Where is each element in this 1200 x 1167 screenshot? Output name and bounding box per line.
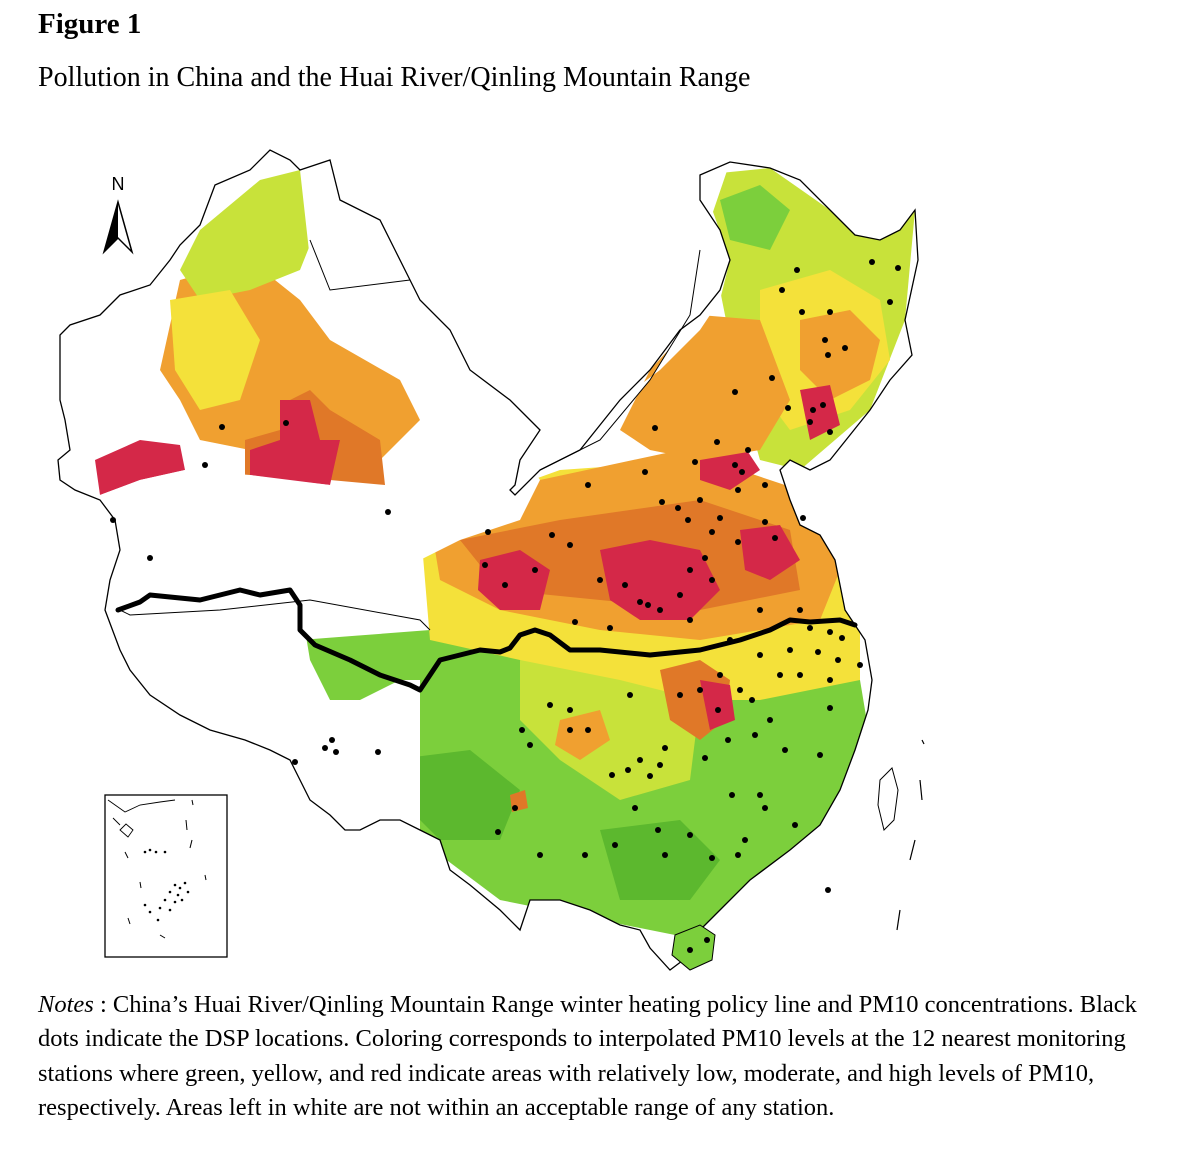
hainan-island xyxy=(671,924,716,971)
map-area: N xyxy=(0,140,1200,980)
figure-label: Figure 1 xyxy=(38,8,142,40)
figure-title: Pollution in China and the Huai River/Qi… xyxy=(38,62,751,93)
china-map: N xyxy=(57,149,925,971)
huai-river-qinling-line xyxy=(115,587,858,693)
figure-notes: Notes : China’s Huai River/Qinling Mount… xyxy=(38,988,1158,1125)
china-border xyxy=(57,149,919,971)
taiwan-outline xyxy=(877,767,899,831)
dsp-locations xyxy=(110,259,901,953)
sea-border-marks xyxy=(896,739,925,931)
north-label: N xyxy=(112,174,125,194)
pm10-surface xyxy=(58,150,918,970)
notes-text: : China’s Huai River/Qinling Mountain Ra… xyxy=(38,991,1137,1121)
north-arrow: N xyxy=(102,174,134,255)
notes-label: Notes xyxy=(38,991,94,1018)
south-china-sea-inset xyxy=(104,794,228,958)
